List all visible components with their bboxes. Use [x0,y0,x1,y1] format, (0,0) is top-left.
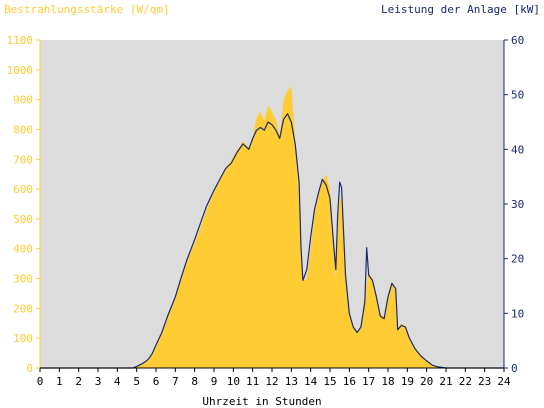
right-tick-label: 0 [511,362,518,375]
power-line [40,113,504,369]
left-axis-title: Bestrahlungsstärke [W/qm] [4,3,170,16]
x-tick-label: 24 [497,375,511,388]
left-tick-label: 1100 [7,34,34,47]
x-tick-label: 23 [478,375,491,388]
x-tick-label: 22 [459,375,472,388]
left-tick-label: 600 [13,183,33,196]
x-tick-label: 8 [191,375,198,388]
right-tick-label: 20 [511,253,524,266]
x-tick-label: 9 [211,375,218,388]
irradiance-area [40,86,504,368]
x-tick-label: 0 [37,375,44,388]
left-tick-label: 100 [13,332,33,345]
x-tick-label: 4 [114,375,121,388]
right-axis-title: Leistung der Anlage [kW] [381,3,540,16]
right-tick-label: 40 [511,143,524,156]
right-tick-label: 60 [511,34,524,47]
left-tick-label: 400 [13,243,33,256]
x-tick-label: 12 [265,375,278,388]
right-tick-label: 50 [511,89,524,102]
left-tick-label: 0 [26,362,33,375]
x-tick-label: 5 [133,375,140,388]
x-tick-label: 11 [246,375,259,388]
x-tick-label: 10 [227,375,240,388]
left-tick-label: 900 [13,94,33,107]
x-tick-label: 6 [153,375,160,388]
x-tick-label: 18 [381,375,394,388]
x-tick-label: 21 [439,375,452,388]
left-tick-label: 700 [13,153,33,166]
left-tick-label: 800 [13,123,33,136]
x-tick-label: 1 [56,375,63,388]
left-tick-label: 1000 [7,64,34,77]
x-tick-label: 14 [304,375,318,388]
right-tick-label: 30 [511,198,524,211]
x-tick-label: 3 [95,375,102,388]
x-tick-label: 17 [362,375,375,388]
x-axis-title: Uhrzeit in Stunden [202,395,321,408]
left-tick-label: 200 [13,302,33,315]
x-tick-label: 16 [343,375,356,388]
left-tick-label: 500 [13,213,33,226]
x-tick-label: 13 [285,375,298,388]
x-tick-label: 19 [401,375,414,388]
left-tick-label: 300 [13,273,33,286]
x-tick-label: 7 [172,375,179,388]
x-tick-label: 20 [420,375,433,388]
right-tick-label: 10 [511,307,524,320]
x-tick-label: 15 [323,375,336,388]
x-tick-label: 2 [75,375,82,388]
